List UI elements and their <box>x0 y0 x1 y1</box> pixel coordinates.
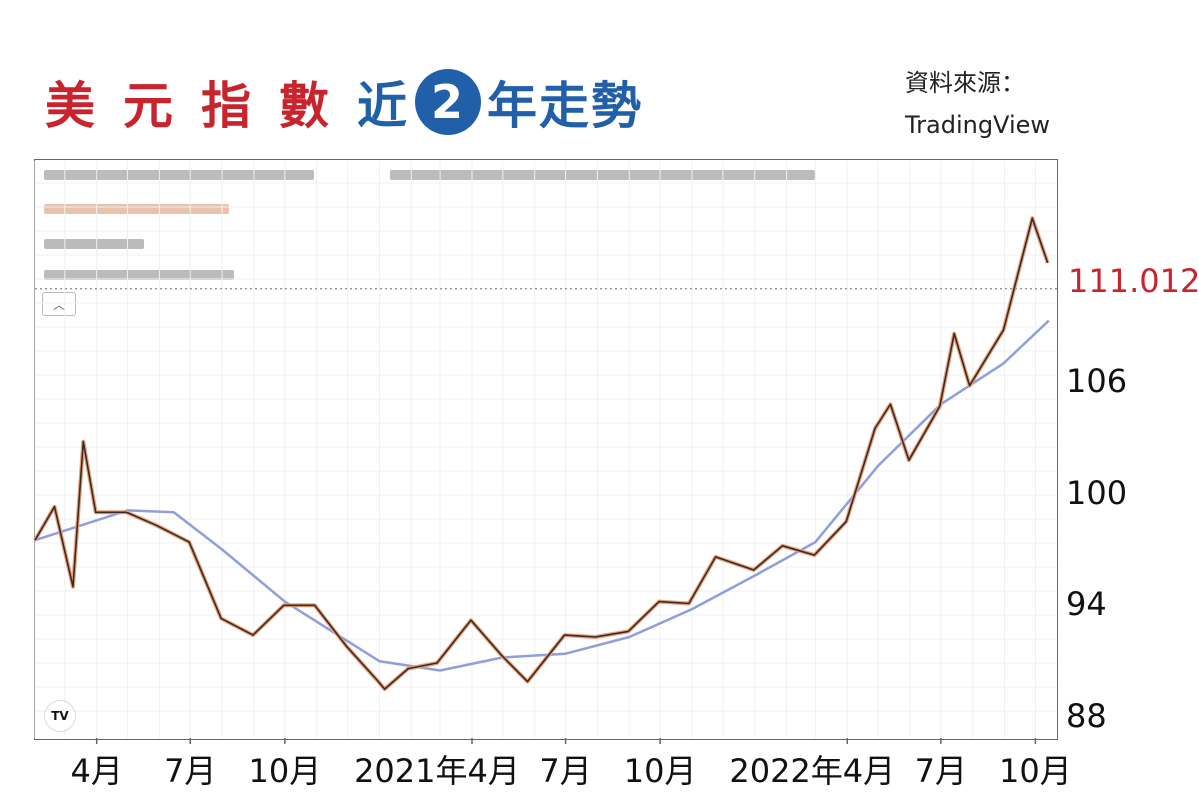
grid <box>34 161 1057 738</box>
chart-title: 美元指數 近 2 年走勢 <box>45 62 643 142</box>
x-tick-label: 2022年4月 <box>729 752 896 790</box>
collapse-legend-button[interactable]: ︿ <box>42 292 76 316</box>
y-tick-label: 106 <box>1066 362 1128 400</box>
chart-panel <box>34 159 1058 740</box>
x-tick-label: 7月 <box>539 752 592 790</box>
x-tick-label: 10月 <box>248 752 322 790</box>
x-tick-label: 7月 <box>914 752 967 790</box>
x-tick-label: 7月 <box>164 752 217 790</box>
source-label: 資料來源： <box>905 69 1025 97</box>
x-tick-label: 10月 <box>623 752 697 790</box>
series <box>33 216 1057 744</box>
toolbar-row-indicator-3 <box>44 270 234 280</box>
title-near: 近 <box>357 77 409 135</box>
current-price-label: 111.012 <box>1068 262 1199 300</box>
tradingview-logo: TV <box>44 700 76 732</box>
title-dollar-index: 美元指數 <box>45 77 357 135</box>
title-year-badge: 2 <box>415 69 481 135</box>
data-source: 資料來源： TradingView <box>905 62 1050 146</box>
x-tick-label: 2021年4月 <box>354 752 520 790</box>
x-tick-label: 4月 <box>70 752 123 790</box>
moving-average-line <box>34 319 1050 672</box>
y-tick-label: 100 <box>1066 473 1128 512</box>
source-name: TradingView <box>905 111 1051 139</box>
title-year-trend: 年走勢 <box>487 77 643 135</box>
toolbar-row-indicator-1 <box>44 204 229 214</box>
toolbar-row-ohlc <box>390 170 815 180</box>
y-tick-label: 94 <box>1066 585 1107 624</box>
x-tick-label: 10月 <box>999 752 1072 790</box>
toolbar-row-symbol <box>44 170 314 180</box>
price-line-inner <box>34 217 1049 690</box>
toolbar-row-indicator-2 <box>44 239 144 249</box>
y-tick-label: 88 <box>1066 697 1107 735</box>
